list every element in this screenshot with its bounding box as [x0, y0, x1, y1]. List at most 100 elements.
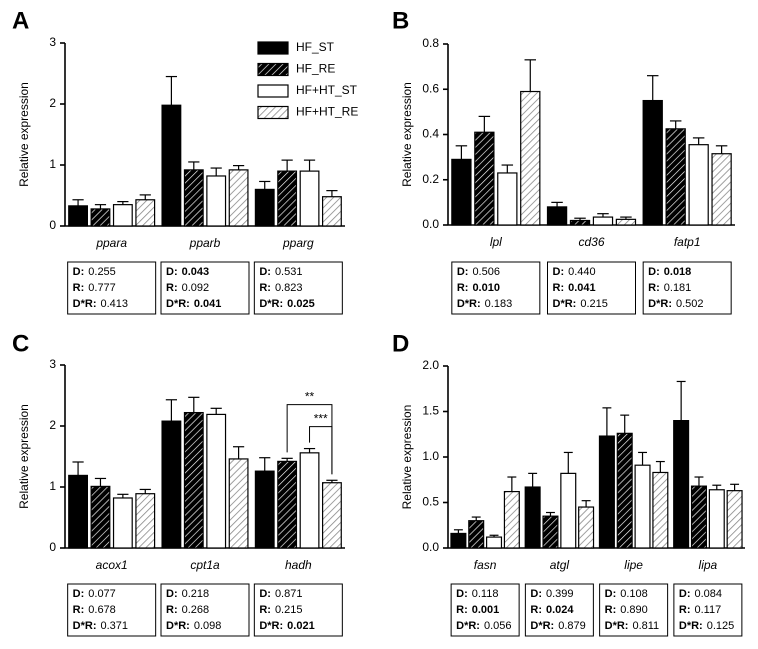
bar	[90, 208, 111, 227]
stat-label: R:	[73, 604, 85, 616]
stat-label: R:	[166, 282, 178, 294]
x-tick-label: cpt1a	[190, 558, 220, 572]
stat-label: D*R:	[166, 298, 190, 310]
stat-box	[253, 583, 343, 637]
bar	[524, 486, 541, 549]
bar	[497, 172, 518, 226]
stat-box	[673, 583, 743, 637]
bar	[299, 170, 320, 227]
bar	[468, 520, 485, 549]
y-tick-label: 0.6	[422, 81, 439, 95]
stat-value: 0.413	[101, 298, 129, 310]
stat-value: 0.108	[620, 588, 648, 600]
x-tick-label: lpl	[490, 235, 502, 249]
stat-box	[160, 261, 250, 315]
bar	[161, 420, 182, 549]
bar	[474, 131, 495, 226]
bar	[277, 460, 298, 549]
bar	[642, 99, 663, 226]
bar	[520, 90, 541, 226]
stat-value: 0.183	[485, 298, 513, 310]
stat-value: 0.255	[88, 266, 116, 278]
y-tick-label: 2	[49, 418, 56, 432]
stat-value: 0.024	[546, 604, 574, 616]
stat-value: 0.117	[694, 604, 721, 616]
stat-label: D:	[456, 588, 468, 600]
stat-value: 0.823	[275, 282, 303, 294]
bar	[206, 413, 227, 549]
stat-value: 0.098	[194, 620, 222, 632]
y-tick-label: 2.0	[422, 358, 439, 372]
bar	[542, 515, 559, 549]
bar	[711, 153, 732, 226]
bar	[673, 420, 690, 549]
bar	[135, 493, 156, 549]
panel-label: C	[12, 330, 29, 357]
y-axis-label: Relative expression	[17, 82, 31, 187]
stat-box	[450, 583, 520, 637]
stat-value: 0.502	[676, 298, 704, 310]
bar	[183, 411, 204, 549]
bar	[634, 464, 651, 549]
stat-label: D:	[73, 588, 85, 600]
y-tick-label: 1	[49, 157, 56, 171]
stat-label: R:	[73, 282, 85, 294]
stat-label: D:	[553, 266, 565, 278]
legend-swatch	[257, 41, 289, 55]
bar	[598, 435, 615, 549]
panel-label: D	[392, 330, 409, 357]
bar	[277, 170, 298, 227]
y-tick-label: 0.2	[422, 172, 439, 186]
bar	[665, 128, 686, 226]
stat-label: D*R:	[259, 620, 283, 632]
stat-value: 0.181	[664, 282, 692, 294]
stat-value: 0.506	[472, 266, 500, 278]
stat-box	[160, 583, 250, 637]
bar	[652, 471, 669, 549]
bar	[450, 532, 467, 549]
stat-label: D*R:	[605, 620, 629, 632]
bar	[112, 204, 133, 227]
y-tick-label: 1.0	[422, 449, 439, 463]
legend-label: HF_RE	[296, 62, 335, 76]
bar	[161, 104, 182, 227]
stat-label: D*R:	[166, 620, 190, 632]
stat-value: 0.871	[275, 588, 303, 600]
stat-value: 0.371	[101, 620, 129, 632]
stat-box	[67, 261, 157, 315]
stat-label: D*R:	[456, 620, 480, 632]
stat-value: 0.077	[88, 588, 116, 600]
stat-value: 0.777	[88, 282, 116, 294]
stat-label: D*R:	[259, 298, 283, 310]
y-tick-label: 0.4	[422, 127, 439, 141]
bar	[68, 205, 88, 227]
stat-label: D*R:	[73, 298, 97, 310]
stat-value: 0.399	[546, 588, 574, 600]
stat-value: 0.215	[275, 604, 303, 616]
stat-value: 0.043	[182, 266, 210, 278]
stat-value: 0.268	[182, 604, 210, 616]
y-axis-label: Relative expression	[17, 404, 31, 509]
bar	[592, 216, 614, 226]
stat-value: 0.056	[484, 620, 512, 632]
bar	[569, 219, 591, 226]
stat-value: 0.084	[694, 588, 722, 600]
x-tick-label: fatp1	[674, 235, 701, 249]
stat-value: 0.531	[275, 266, 303, 278]
y-tick-label: 3	[49, 357, 56, 371]
significance-label: **	[305, 390, 315, 404]
stat-label: R:	[456, 604, 468, 616]
stat-label: D*R:	[679, 620, 703, 632]
stat-label: D:	[166, 588, 178, 600]
stat-box	[547, 261, 636, 315]
stat-label: D:	[605, 588, 617, 600]
bar	[560, 472, 577, 549]
legend-swatch	[257, 62, 289, 77]
bar	[503, 490, 520, 549]
bar	[486, 536, 503, 549]
stat-value: 0.092	[182, 282, 210, 294]
bar	[708, 489, 725, 549]
stat-value: 0.041	[194, 298, 222, 310]
